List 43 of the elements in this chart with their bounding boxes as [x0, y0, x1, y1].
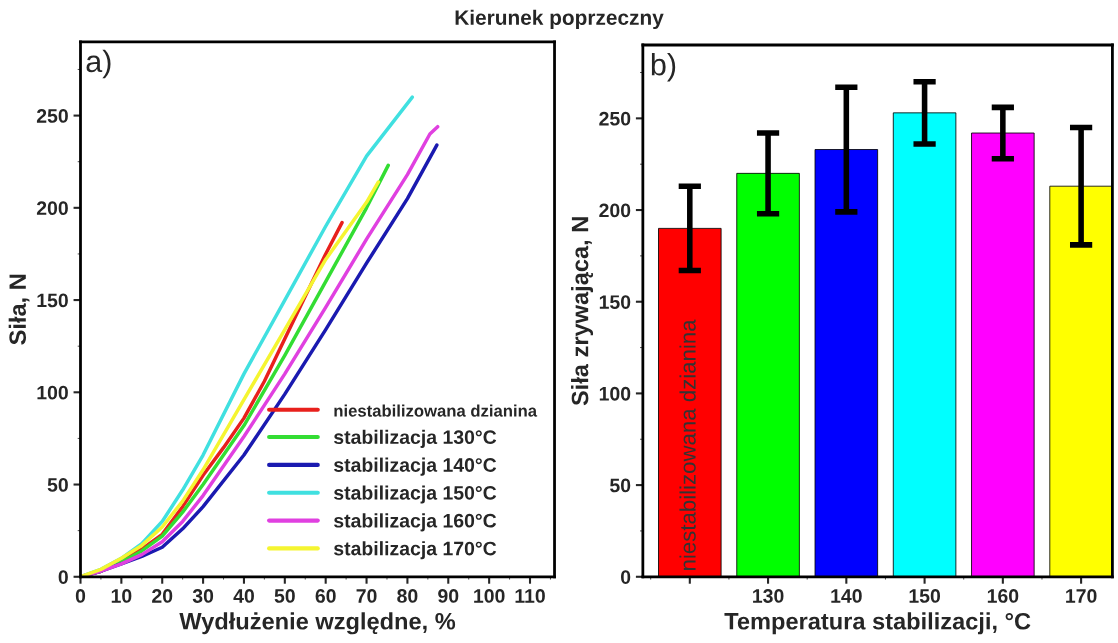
x-tick-label: 40 — [233, 589, 254, 603]
y-axis-title: Siła, N — [8, 274, 30, 345]
x-tick-label: 100 — [474, 589, 505, 603]
y-tick-label: 150 — [37, 293, 68, 308]
x-tick-label: 20 — [152, 589, 173, 603]
x-tick-label: 30 — [192, 589, 214, 603]
annotation: b) — [651, 52, 676, 82]
y-tick-label: 250 — [599, 111, 631, 126]
y-tick-label: 50 — [610, 478, 631, 493]
legend-label: stabilizacja 150°C — [333, 485, 497, 504]
x-tick-label: 160 — [987, 589, 1019, 603]
y-tick-label: 150 — [599, 295, 631, 309]
x-tick-label: 50 — [274, 589, 295, 603]
chart-title: Kierunek poprzeczny — [455, 9, 664, 30]
x-tick-label: 90 — [438, 589, 459, 603]
x-tick-label: 140 — [831, 589, 862, 603]
y-tick-label: 50 — [47, 478, 68, 492]
x-axis-title: Temperatura stabilizacji, °C — [724, 612, 1031, 635]
legend-label: stabilizacja 170°C — [333, 541, 497, 560]
x-tick-label: 130 — [753, 589, 784, 603]
x-tick-label: 150 — [909, 589, 941, 603]
y-tick-label: 0 — [621, 570, 631, 585]
y-axis-title: Siła zrywająca, N — [571, 217, 594, 406]
legend-label: niestabilizowana dzianina — [334, 404, 538, 417]
x-tick-label: 110 — [515, 589, 545, 603]
y-tick-label: 200 — [599, 203, 631, 218]
annotation: niestabilizowana dzianina — [679, 319, 696, 570]
x-tick-label: 0 — [75, 589, 86, 603]
x-tick-label: 70 — [356, 589, 377, 603]
legend-label: stabilizacja 160°C — [333, 513, 497, 532]
y-tick-label: 100 — [599, 386, 631, 401]
x-tick-label: 170 — [1066, 589, 1097, 603]
y-tick-label: 100 — [37, 385, 68, 400]
x-tick-label: 10 — [111, 589, 132, 603]
x-tick-label: 60 — [315, 589, 336, 603]
y-tick-label: 200 — [36, 201, 68, 216]
y-tick-label: 0 — [58, 570, 68, 585]
x-axis-title: Wydłużenie względne, % — [179, 612, 456, 635]
y-tick-label: 250 — [36, 109, 68, 123]
legend-label: stabilizacja 140°C — [333, 457, 497, 476]
legend-label: stabilizacja 130°C — [333, 429, 497, 448]
annotation: a) — [86, 49, 111, 79]
x-tick-label: 80 — [397, 589, 418, 603]
